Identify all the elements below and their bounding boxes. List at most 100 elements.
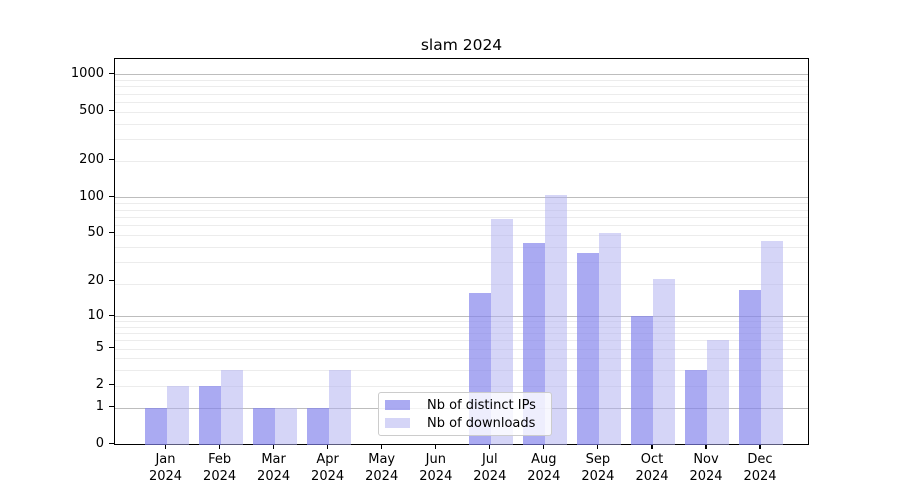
- minor-gridline: [115, 284, 808, 286]
- y-tick-mark: [109, 232, 114, 234]
- minor-gridline: [115, 326, 808, 328]
- y-tick-mark: [109, 405, 114, 408]
- y-tick-label: 500: [79, 102, 104, 118]
- bar-distinct-ips-sep: [576, 252, 599, 445]
- minor-gridline: [115, 123, 808, 125]
- x-tick-label: Sep 2024: [581, 452, 615, 484]
- y-tick-label: 100: [79, 188, 104, 204]
- x-tick-label: Jun 2024: [419, 452, 453, 484]
- y-tick-label: 10: [87, 307, 104, 323]
- legend: Nb of distinct IPs Nb of downloads: [378, 392, 552, 436]
- bar-distinct-ips-apr: [306, 407, 329, 445]
- x-tick-mark: [543, 444, 545, 450]
- legend-swatch-distinct-ips: [385, 399, 410, 411]
- minor-gridline: [115, 138, 808, 140]
- x-tick-label: Nov 2024: [689, 452, 723, 484]
- bar-downloads-oct: [653, 278, 675, 445]
- bar-downloads-mar: [274, 407, 297, 445]
- x-tick-mark: [327, 444, 329, 450]
- x-tick-label: Jul 2024: [473, 452, 507, 484]
- major-gridline: [115, 316, 808, 318]
- bar-downloads-aug: [544, 194, 567, 445]
- minor-gridline: [115, 234, 808, 236]
- bar-distinct-ips-jan: [144, 407, 167, 445]
- y-tick-label: 200: [79, 151, 104, 167]
- major-gridline: [115, 74, 808, 76]
- x-tick-label: May 2024: [365, 452, 399, 484]
- major-gridline: [115, 197, 808, 199]
- minor-gridline: [115, 101, 808, 103]
- y-tick-label: 50: [87, 225, 104, 241]
- y-tick-mark: [109, 195, 114, 197]
- legend-item-distinct-ips: Nb of distinct IPs: [379, 396, 551, 414]
- minor-gridline: [115, 348, 808, 350]
- bar-distinct-ips-oct: [631, 316, 653, 445]
- bar-distinct-ips-feb: [198, 385, 221, 445]
- minor-gridline: [115, 80, 808, 81]
- x-tick-label: Jan 2024: [148, 452, 183, 484]
- minor-gridline: [115, 370, 808, 372]
- x-tick-mark: [435, 444, 437, 450]
- y-tick-label: 0: [95, 436, 104, 452]
- minor-gridline: [115, 86, 808, 88]
- y-tick-mark: [109, 109, 114, 111]
- y-tick-label: 2: [95, 377, 104, 393]
- minor-gridline: [115, 225, 808, 227]
- minor-gridline: [115, 203, 808, 205]
- legend-label-downloads: Nb of downloads: [427, 415, 536, 431]
- minor-gridline: [115, 111, 808, 113]
- x-tick-mark: [759, 444, 761, 450]
- x-tick-label: Aug 2024: [527, 452, 561, 484]
- minor-gridline: [115, 340, 808, 342]
- minor-gridline: [115, 333, 808, 335]
- y-tick-mark: [109, 72, 114, 74]
- bar-downloads-apr: [328, 370, 351, 445]
- minor-gridline: [115, 160, 808, 162]
- minor-gridline: [115, 358, 808, 360]
- x-tick-mark: [164, 444, 167, 450]
- x-tick-mark: [651, 444, 653, 450]
- x-tick-label: Oct 2024: [635, 452, 669, 484]
- y-tick-mark: [109, 443, 114, 445]
- y-tick-mark: [109, 158, 114, 160]
- x-tick-label: Mar 2024: [257, 452, 291, 484]
- y-tick-label: 20: [87, 272, 104, 288]
- minor-gridline: [115, 321, 808, 323]
- bar-downloads-jan: [166, 385, 189, 445]
- legend-swatch-downloads: [385, 417, 410, 429]
- y-tick-label: 1000: [70, 65, 104, 81]
- minor-gridline: [115, 246, 808, 248]
- minor-gridline: [115, 209, 808, 211]
- x-tick-mark: [597, 444, 599, 450]
- bar-downloads-sep: [598, 232, 621, 445]
- minor-gridline: [115, 385, 808, 387]
- x-tick-label: Apr 2024: [311, 452, 345, 484]
- bar-distinct-ips-nov: [685, 370, 707, 445]
- bar-downloads-feb: [220, 370, 243, 445]
- bar-downloads-jul: [490, 218, 513, 445]
- bar-downloads-dec: [761, 240, 783, 445]
- x-tick-label: Feb 2024: [203, 452, 237, 484]
- plot-area: [114, 58, 809, 445]
- minor-gridline: [115, 216, 808, 218]
- minor-gridline: [115, 262, 808, 264]
- minor-gridline: [115, 93, 808, 95]
- legend-label-distinct-ips: Nb of distinct IPs: [427, 397, 536, 413]
- x-tick-mark: [219, 444, 221, 450]
- x-tick-mark: [381, 444, 383, 450]
- y-tick-mark: [109, 314, 114, 316]
- legend-item-downloads: Nb of downloads: [379, 414, 551, 432]
- y-tick-label: 1: [95, 399, 104, 414]
- bar-distinct-ips-dec: [739, 289, 761, 445]
- y-tick-mark: [109, 347, 114, 349]
- chart-title: slam 2024: [420, 36, 503, 54]
- y-tick-label: 5: [95, 340, 104, 356]
- bar-distinct-ips-mar: [252, 407, 275, 445]
- x-tick-mark: [273, 444, 275, 450]
- y-tick-mark: [109, 384, 114, 386]
- bar-downloads-nov: [707, 340, 729, 445]
- x-tick-mark: [705, 444, 707, 450]
- y-tick-mark: [109, 279, 114, 281]
- x-tick-label: Dec 2024: [743, 452, 777, 484]
